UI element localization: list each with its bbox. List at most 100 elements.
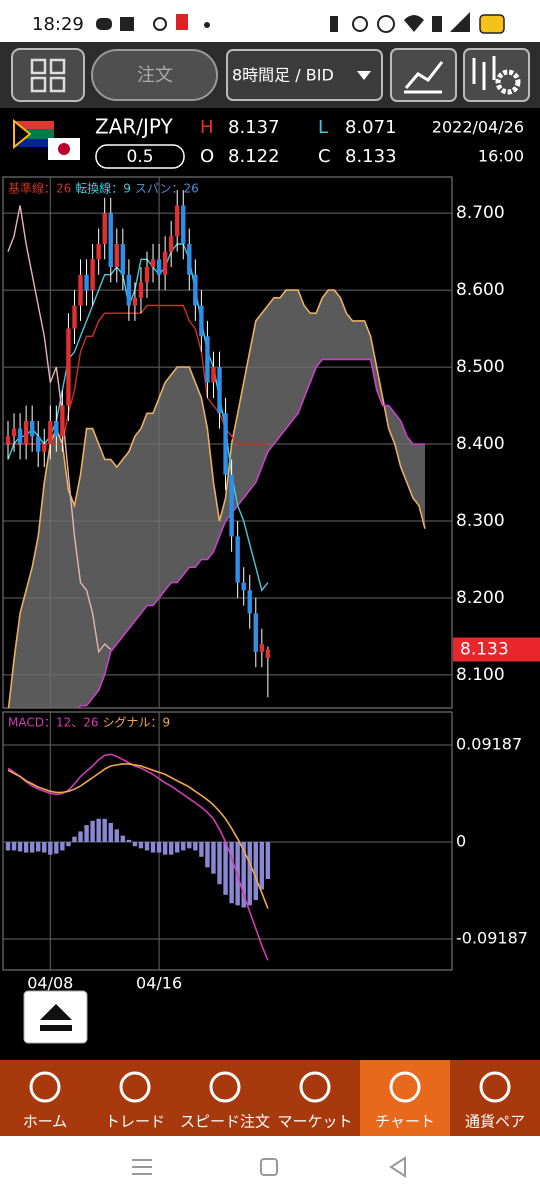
menu-button[interactable] xyxy=(11,48,85,102)
histogram-bar xyxy=(150,842,156,853)
system-buttons[interactable] xyxy=(132,1156,406,1178)
candle-body xyxy=(72,305,77,329)
low: 8.071 xyxy=(345,117,397,138)
candle-body xyxy=(48,420,53,445)
high-label: H xyxy=(200,117,214,138)
candle-body xyxy=(229,474,234,537)
legend-entry: MACD：12、26 xyxy=(8,716,99,730)
candle-body xyxy=(96,243,101,260)
y-tick-label: 8.400 xyxy=(456,434,505,454)
histogram-bar xyxy=(144,842,150,851)
candle-body xyxy=(90,259,95,291)
nav-icon xyxy=(209,1071,241,1103)
nav-item[interactable]: スピード注文 xyxy=(180,1071,270,1131)
candle-body xyxy=(84,274,89,291)
nav-icon xyxy=(29,1071,61,1103)
histogram-bar xyxy=(199,842,204,857)
candle-body xyxy=(187,243,192,275)
high: 8.137 xyxy=(228,117,280,138)
candle-body xyxy=(199,305,204,337)
timeframe-select[interactable]: 8時間足 / BID xyxy=(226,49,383,101)
histogram-bar xyxy=(36,842,41,852)
candle-body xyxy=(168,236,174,252)
low-label: L xyxy=(318,117,328,138)
y-tick-label: 8.100 xyxy=(456,665,505,685)
candle-body xyxy=(29,420,35,437)
nav-item[interactable]: 通貨ペア xyxy=(465,1071,525,1131)
histogram-bar xyxy=(138,842,144,849)
candle-body xyxy=(211,367,216,383)
status-icons xyxy=(96,12,505,34)
macd-line xyxy=(7,753,269,961)
nav-label: 通貨ペア xyxy=(465,1113,525,1131)
nav-icon xyxy=(389,1071,421,1103)
legend-entry: スパン：26 xyxy=(135,182,199,196)
histogram-bar xyxy=(126,839,132,843)
histogram-bar xyxy=(42,842,47,853)
histogram-bar xyxy=(90,820,95,843)
legend-entry: シグナル：9 xyxy=(103,716,171,730)
candle-body xyxy=(17,428,23,445)
nav-label: トレード xyxy=(105,1113,165,1131)
x-tick-label: 04/16 xyxy=(136,974,182,993)
y-tick-label: 8.200 xyxy=(456,588,505,608)
histogram-bar xyxy=(205,842,210,868)
histogram-bar xyxy=(84,825,89,843)
histogram-bar xyxy=(96,818,101,843)
macd-line xyxy=(7,763,269,909)
span-b-line xyxy=(77,358,425,708)
nav-item[interactable]: チャート xyxy=(360,1060,450,1136)
histogram-bar xyxy=(114,829,119,843)
macd-plot xyxy=(3,712,452,970)
candle-body xyxy=(60,405,65,437)
candle-body xyxy=(150,259,156,268)
chart-type-button[interactable] xyxy=(390,48,457,102)
histogram-bar xyxy=(120,835,126,843)
candle-body xyxy=(5,436,11,445)
candle-body xyxy=(193,274,198,306)
histogram-bar xyxy=(162,842,168,855)
labels: 8.100 8.200 8.300 8.400 8.500 8.600 8.700 0.091… xyxy=(8,181,540,993)
nav-label: スピード注文 xyxy=(180,1113,270,1131)
histogram-bar xyxy=(265,842,271,879)
y-tick-label: 8.500 xyxy=(456,357,505,377)
legend-entry: 基準線：26 xyxy=(8,181,71,196)
collapse-button[interactable] xyxy=(23,990,88,1044)
settings-button[interactable] xyxy=(463,48,530,102)
histogram-bar xyxy=(72,836,77,843)
legend-entry: 転換線：9 xyxy=(75,181,131,196)
histogram-bar xyxy=(5,842,11,851)
candle-body xyxy=(144,267,150,283)
candle-body xyxy=(241,582,246,591)
candle-body xyxy=(175,205,180,237)
last-price-tag xyxy=(453,637,540,662)
span-a-line xyxy=(7,289,426,708)
histogram-bar xyxy=(66,842,71,847)
status-bar xyxy=(0,0,540,42)
y-tick-label: -0.09187 xyxy=(456,929,528,948)
histogram-bar xyxy=(108,822,113,843)
open-label: O xyxy=(200,146,214,167)
order-button[interactable]: 注文 xyxy=(91,49,218,101)
candle-body xyxy=(78,274,83,306)
system-nav xyxy=(0,1136,540,1200)
candle-body xyxy=(54,420,59,437)
nav-item[interactable]: トレード xyxy=(105,1071,165,1131)
nav-item[interactable]: マーケット xyxy=(277,1071,353,1131)
lot-pill[interactable]: 0.5 xyxy=(95,144,185,169)
indicator-line xyxy=(7,205,112,654)
candle-body xyxy=(253,613,258,652)
clock: 18:29 xyxy=(32,14,84,35)
nav-item[interactable]: ホーム xyxy=(23,1071,68,1131)
order-label: 注文 xyxy=(137,65,173,86)
symbol: ZAR/JPY xyxy=(95,115,174,139)
histogram-bar xyxy=(241,842,246,908)
histogram-bar xyxy=(193,842,198,851)
close-label: C xyxy=(318,146,331,167)
histogram-bar xyxy=(17,842,23,852)
nav-label: マーケット xyxy=(277,1113,352,1131)
candle-body xyxy=(126,274,132,306)
cloud xyxy=(8,290,425,708)
candle-body xyxy=(102,213,107,244)
jp-flag xyxy=(48,138,80,160)
